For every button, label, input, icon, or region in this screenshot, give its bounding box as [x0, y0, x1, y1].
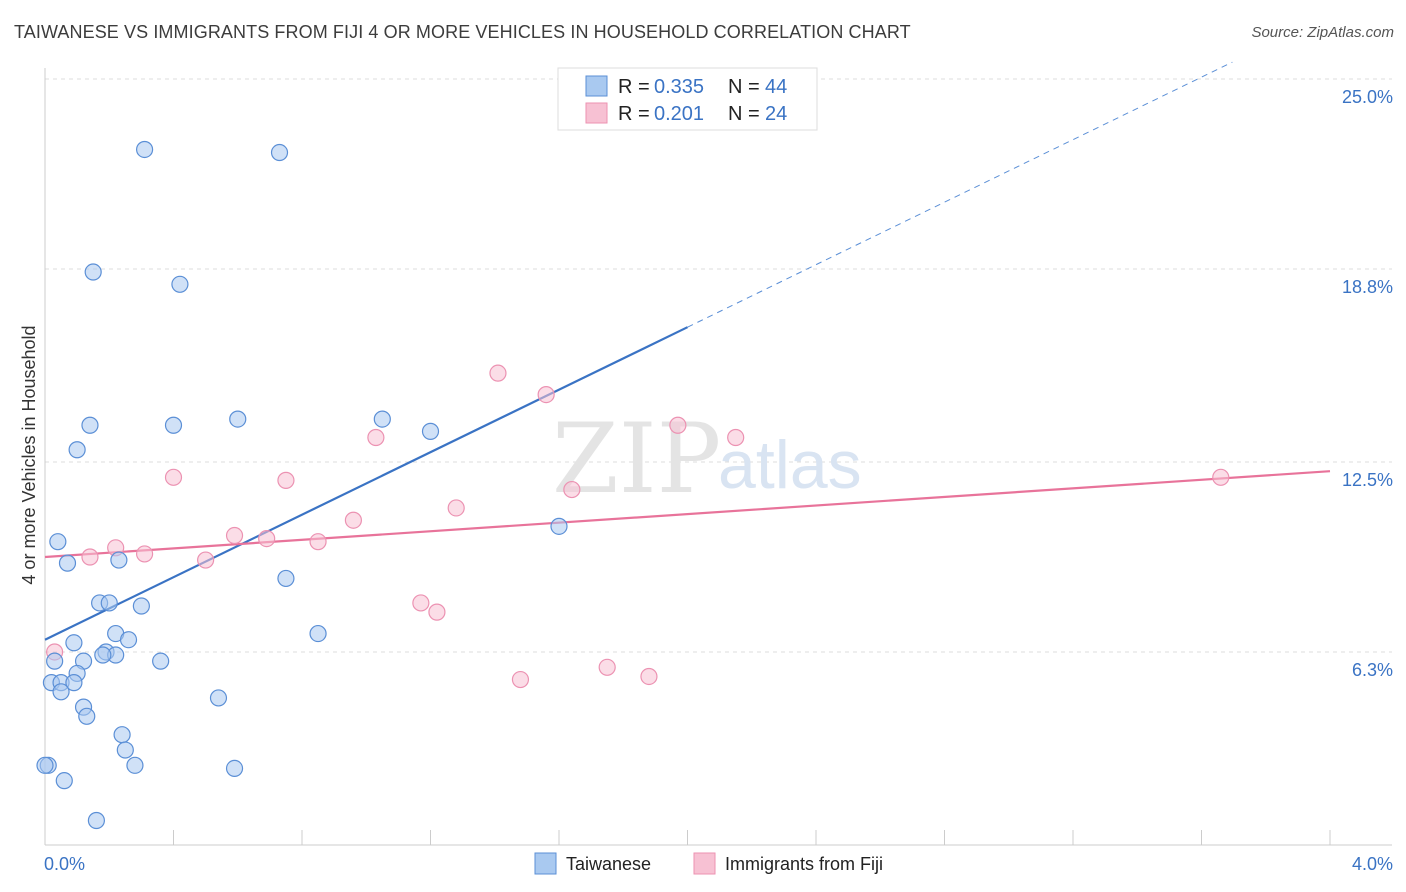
taiwanese-point-25	[152, 652, 170, 670]
grid-lines	[45, 78, 1392, 653]
taiwanese-point-0	[135, 140, 154, 159]
fiji-point-14	[447, 499, 465, 517]
trend-line-taiwanese-extension	[687, 61, 1233, 328]
legend-n-label-2: N =	[728, 103, 760, 125]
fiji-point-6	[225, 526, 244, 545]
trend-line-taiwanese	[44, 326, 688, 641]
fiji-point-17	[537, 385, 555, 404]
legend-box: R = 0.335 N = 44 R = 0.201 N = 24	[557, 67, 818, 131]
taiwanese-point-26	[94, 646, 112, 664]
taiwanese-point-9	[68, 441, 86, 459]
legend-r-value-2: 0.201	[654, 103, 704, 125]
y-axis-label: 4 or more Vehicles in Household	[19, 325, 39, 584]
taiwanese-point-41	[87, 811, 106, 830]
fiji-point-22	[727, 428, 745, 447]
bottom-legend: Taiwanese Immigrants from Fiji	[534, 852, 883, 875]
fiji-point-23	[1212, 468, 1230, 486]
taiwanese-point-2	[84, 263, 102, 281]
taiwanese-point-10	[49, 533, 67, 551]
taiwanese-point-30	[65, 674, 83, 692]
taiwanese-point-7	[373, 410, 391, 428]
chart-title: TAIWANESE VS IMMIGRANTS FROM FIJI 4 OR M…	[14, 22, 911, 42]
x-tick-label-0: 0.0%	[44, 854, 85, 874]
legend-swatch-taiwanese	[585, 75, 608, 97]
legend-r-value-1: 0.335	[654, 76, 704, 98]
fiji-point-3	[135, 545, 154, 563]
fiji-point-20	[640, 667, 658, 686]
fiji-point-21	[669, 416, 687, 434]
fiji-point-9	[309, 533, 327, 551]
taiwanese-point-20	[65, 634, 83, 652]
fiji-point-4	[164, 468, 183, 486]
trend-lines	[44, 61, 1331, 641]
data-points	[36, 140, 1230, 830]
y-tick-label-1: 12.5%	[1342, 470, 1393, 490]
taiwanese-point-32	[209, 689, 228, 707]
fiji-point-7	[258, 529, 276, 548]
taiwanese-point-39	[225, 759, 244, 778]
taiwanese-point-18	[119, 631, 138, 649]
axes	[44, 68, 1392, 846]
legend-n-label-1: N =	[728, 76, 760, 98]
fiji-point-16	[511, 670, 530, 689]
taiwanese-point-37	[126, 756, 144, 774]
legend-r-label-2: R =	[618, 103, 650, 125]
fiji-point-11	[367, 428, 385, 447]
taiwanese-point-6	[229, 410, 247, 428]
bottom-legend-swatch-fiji	[693, 852, 716, 875]
legend-r-label-1: R =	[618, 76, 650, 98]
taiwanese-point-8	[421, 422, 440, 440]
fiji-point-13	[428, 603, 446, 621]
taiwanese-point-23	[46, 652, 64, 670]
x-tick-label-1: 4.0%	[1352, 854, 1393, 874]
taiwanese-point-15	[100, 594, 118, 612]
taiwanese-point-31	[52, 683, 70, 701]
taiwanese-point-42	[36, 756, 54, 774]
taiwanese-point-11	[58, 554, 77, 572]
legend-n-value-1: 44	[765, 76, 787, 98]
bottom-legend-taiwanese: Taiwanese	[566, 854, 651, 874]
taiwanese-point-35	[113, 726, 131, 744]
bottom-legend-fiji: Immigrants from Fiji	[725, 854, 883, 874]
fiji-point-10	[344, 511, 362, 529]
taiwanese-point-19	[309, 624, 327, 643]
taiwanese-point-34	[78, 707, 96, 725]
fiji-point-19	[598, 658, 616, 676]
y-tick-label-2: 18.8%	[1342, 277, 1393, 297]
fiji-point-8	[277, 471, 295, 489]
taiwanese-point-43	[550, 517, 568, 535]
fiji-point-5	[197, 551, 215, 569]
taiwanese-point-3	[171, 275, 189, 293]
taiwanese-point-16	[132, 597, 150, 615]
fiji-point-1	[81, 548, 99, 566]
taiwanese-point-13	[277, 569, 295, 588]
taiwanese-point-12	[110, 551, 128, 569]
y-tick-label-3: 25.0%	[1342, 87, 1393, 107]
y-tick-label-0: 6.3%	[1352, 660, 1393, 680]
legend-n-value-2: 24	[765, 103, 787, 125]
taiwanese-point-5	[164, 416, 183, 434]
fiji-point-12	[412, 594, 430, 612]
y-tick-labels: 6.3% 12.5% 18.8% 25.0%	[1342, 87, 1393, 680]
taiwanese-point-36	[116, 741, 134, 759]
source-label: Source: ZipAtlas.com	[1251, 24, 1394, 41]
bottom-legend-swatch-taiwanese	[534, 852, 557, 875]
taiwanese-point-40	[55, 772, 73, 790]
fiji-point-18	[563, 480, 581, 499]
x-tick-labels: 0.0% 4.0%	[44, 854, 1393, 874]
fiji-point-15	[489, 364, 507, 382]
watermark: ZIP atlas	[552, 403, 862, 515]
taiwanese-point-1	[270, 143, 289, 162]
watermark-zip: ZIP	[552, 403, 721, 515]
legend-swatch-fiji	[585, 102, 608, 124]
taiwanese-point-4	[81, 416, 99, 434]
